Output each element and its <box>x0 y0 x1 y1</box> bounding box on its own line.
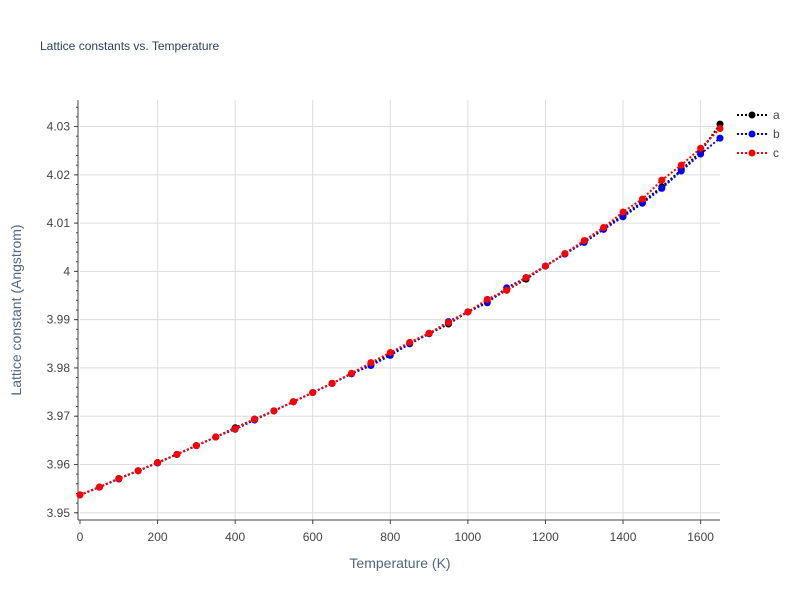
x-tick-label: 1200 <box>532 530 559 544</box>
series-line-b <box>79 137 721 496</box>
data-point-c[interactable] <box>638 195 646 203</box>
data-point-c[interactable] <box>658 176 666 184</box>
y-tick-label: 4.01 <box>47 216 71 230</box>
y-tick-label: 3.97 <box>47 409 71 423</box>
data-point-c[interactable] <box>522 274 530 282</box>
x-tick-label: 1400 <box>610 530 637 544</box>
tick-labels: 0 200 400 600 800 1000 1200 1400 1600 3.95 3.96 3.9… <box>47 120 715 544</box>
legend-label: c <box>773 146 779 160</box>
data-point-c[interactable] <box>115 474 123 482</box>
x-tick-label: 0 <box>77 530 84 544</box>
legend-swatch-marker <box>748 149 756 157</box>
legend-label: b <box>773 127 780 141</box>
y-tick-label: 3.98 <box>47 361 71 375</box>
chart-title: Lattice constants vs. Temperature <box>40 39 220 53</box>
series-c <box>76 124 724 499</box>
x-axis-title: Temperature (K) <box>349 555 450 571</box>
y-tick-label: 3.99 <box>47 313 71 327</box>
x-tick-label: 1000 <box>455 530 482 544</box>
data-point-c[interactable] <box>716 124 724 132</box>
data-point-c[interactable] <box>406 338 414 346</box>
data-point-c[interactable] <box>619 208 627 216</box>
y-tick-label: 3.96 <box>47 457 71 471</box>
legend-label: a <box>773 108 780 122</box>
data-point-c[interactable] <box>251 415 259 423</box>
data-point-c[interactable] <box>561 250 569 258</box>
data-point-c[interactable] <box>154 459 162 467</box>
data-point-c[interactable] <box>348 369 356 377</box>
grid-lines <box>80 100 720 520</box>
data-point-b[interactable] <box>697 150 705 158</box>
data-point-c[interactable] <box>367 359 375 367</box>
series-line-a <box>79 123 721 496</box>
data-point-c[interactable] <box>600 223 608 231</box>
data-point-c[interactable] <box>134 467 142 475</box>
data-point-c[interactable] <box>503 286 511 294</box>
legend-swatch-marker <box>748 111 756 119</box>
y-tick-label: 4 <box>63 264 70 278</box>
data-point-c[interactable] <box>289 398 297 406</box>
series <box>76 120 724 499</box>
y-tick-label: 4.03 <box>47 120 71 134</box>
legend-item-c[interactable]: c <box>737 146 779 160</box>
x-tick-label: 200 <box>148 530 168 544</box>
data-point-c[interactable] <box>697 144 705 152</box>
data-point-b[interactable] <box>677 167 685 175</box>
x-tick-label: 800 <box>380 530 400 544</box>
data-point-b[interactable] <box>658 184 666 192</box>
y-tick-label: 4.02 <box>47 168 71 182</box>
legend[interactable]: abc <box>737 108 780 160</box>
data-point-c[interactable] <box>425 329 433 337</box>
series-line-c <box>79 127 721 496</box>
legend-swatch-marker <box>748 130 756 138</box>
data-point-c[interactable] <box>173 450 181 458</box>
data-point-c[interactable] <box>483 295 491 303</box>
legend-item-b[interactable]: b <box>737 127 780 141</box>
data-point-c[interactable] <box>386 348 394 356</box>
data-point-c[interactable] <box>192 442 200 450</box>
data-point-c[interactable] <box>76 491 84 499</box>
y-axis-title: Lattice constant (Angstrom) <box>8 224 24 395</box>
data-point-c[interactable] <box>212 433 220 441</box>
data-point-c[interactable] <box>328 379 336 387</box>
data-point-c[interactable] <box>444 319 452 327</box>
x-tick-label: 1600 <box>687 530 714 544</box>
axes <box>74 100 720 524</box>
data-point-c[interactable] <box>677 161 685 169</box>
data-point-c[interactable] <box>580 236 588 244</box>
data-point-c[interactable] <box>309 389 317 397</box>
data-point-c[interactable] <box>464 308 472 316</box>
data-point-c[interactable] <box>270 407 278 415</box>
data-point-c[interactable] <box>231 425 239 433</box>
data-point-b[interactable] <box>716 134 724 142</box>
data-point-c[interactable] <box>95 483 103 491</box>
x-tick-label: 400 <box>225 530 245 544</box>
y-tick-label: 3.95 <box>47 506 71 520</box>
x-tick-label: 600 <box>303 530 323 544</box>
legend-item-a[interactable]: a <box>737 108 780 122</box>
data-point-b[interactable] <box>619 213 627 221</box>
data-point-c[interactable] <box>541 262 549 270</box>
